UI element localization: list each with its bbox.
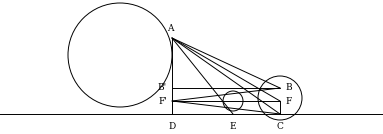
- Text: A: A: [167, 24, 173, 33]
- Text: E: E: [230, 122, 236, 131]
- Text: B: B: [285, 83, 291, 92]
- Text: F: F: [285, 96, 291, 105]
- Text: B': B': [158, 83, 167, 92]
- Text: C: C: [277, 122, 283, 131]
- Text: D: D: [169, 122, 176, 131]
- Text: F': F': [158, 96, 167, 105]
